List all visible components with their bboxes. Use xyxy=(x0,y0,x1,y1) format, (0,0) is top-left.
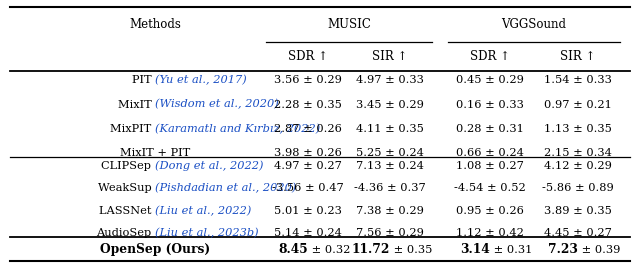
Text: 1.08 ± 0.27: 1.08 ± 0.27 xyxy=(456,161,524,171)
Text: ± 0.39: ± 0.39 xyxy=(578,245,620,255)
Text: Methods: Methods xyxy=(129,18,181,31)
Text: 0.95 ± 0.26: 0.95 ± 0.26 xyxy=(456,206,524,216)
Text: MixPIT: MixPIT xyxy=(110,124,155,134)
Text: 7.23: 7.23 xyxy=(548,243,578,256)
Text: 0.97 ± 0.21: 0.97 ± 0.21 xyxy=(544,99,612,110)
Text: (Yu et al., 2017): (Yu et al., 2017) xyxy=(155,75,247,85)
Text: -4.36 ± 0.37: -4.36 ± 0.37 xyxy=(354,184,426,193)
Text: 5.25 ± 0.24: 5.25 ± 0.24 xyxy=(356,148,424,158)
Text: 3.89 ± 0.35: 3.89 ± 0.35 xyxy=(544,206,612,216)
Text: 7.38 ± 0.29: 7.38 ± 0.29 xyxy=(356,206,424,216)
Text: 4.11 ± 0.35: 4.11 ± 0.35 xyxy=(356,124,424,134)
Text: (Dong et al., 2022): (Dong et al., 2022) xyxy=(155,161,264,172)
Text: MUSIC: MUSIC xyxy=(327,18,371,31)
Text: 0.16 ± 0.33: 0.16 ± 0.33 xyxy=(456,99,524,110)
Text: 4.97 ± 0.33: 4.97 ± 0.33 xyxy=(356,75,424,85)
Text: (Wisdom et al., 2020): (Wisdom et al., 2020) xyxy=(155,99,279,110)
Text: PIT: PIT xyxy=(132,75,155,85)
Text: -5.86 ± 0.89: -5.86 ± 0.89 xyxy=(542,184,614,193)
Text: -4.54 ± 0.52: -4.54 ± 0.52 xyxy=(454,184,526,193)
Text: 8.45: 8.45 xyxy=(278,243,308,256)
Text: 5.14 ± 0.24: 5.14 ± 0.24 xyxy=(274,228,342,238)
Text: 3.45 ± 0.29: 3.45 ± 0.29 xyxy=(356,99,424,110)
Text: CLIPSep: CLIPSep xyxy=(101,161,155,171)
Text: 5.01 ± 0.23: 5.01 ± 0.23 xyxy=(274,206,342,216)
Text: 3.14: 3.14 xyxy=(460,243,490,256)
Text: -3.56 ± 0.47: -3.56 ± 0.47 xyxy=(272,184,344,193)
Text: (Liu et al., 2022): (Liu et al., 2022) xyxy=(155,206,252,216)
Text: 0.45 ± 0.29: 0.45 ± 0.29 xyxy=(456,75,524,85)
Text: SDR ↑: SDR ↑ xyxy=(470,50,510,63)
Text: MixIT: MixIT xyxy=(118,99,155,110)
Text: AudioSep: AudioSep xyxy=(96,228,155,238)
Text: 11.72: 11.72 xyxy=(351,243,390,256)
Text: 3.98 ± 0.26: 3.98 ± 0.26 xyxy=(274,148,342,158)
Text: 4.12 ± 0.29: 4.12 ± 0.29 xyxy=(544,161,612,171)
Text: 2.87 ± 0.26: 2.87 ± 0.26 xyxy=(274,124,342,134)
Text: 0.66 ± 0.24: 0.66 ± 0.24 xyxy=(456,148,524,158)
Text: LASSNet: LASSNet xyxy=(99,206,155,216)
Text: OpenSep (Ours): OpenSep (Ours) xyxy=(100,243,210,256)
Text: VGGSound: VGGSound xyxy=(502,18,566,31)
Text: 0.28 ± 0.31: 0.28 ± 0.31 xyxy=(456,124,524,134)
Text: MixIT + PIT: MixIT + PIT xyxy=(120,148,190,158)
Text: 7.13 ± 0.24: 7.13 ± 0.24 xyxy=(356,161,424,171)
Text: (Liu et al., 2023b): (Liu et al., 2023b) xyxy=(155,228,259,238)
Text: 7.56 ± 0.29: 7.56 ± 0.29 xyxy=(356,228,424,238)
Text: SIR ↑: SIR ↑ xyxy=(560,50,596,63)
Text: ± 0.35: ± 0.35 xyxy=(390,245,433,255)
Text: 1.54 ± 0.33: 1.54 ± 0.33 xyxy=(544,75,612,85)
Text: (Pishdadian et al., 2020): (Pishdadian et al., 2020) xyxy=(155,183,296,194)
Text: 3.56 ± 0.29: 3.56 ± 0.29 xyxy=(274,75,342,85)
Text: 4.97 ± 0.27: 4.97 ± 0.27 xyxy=(274,161,342,171)
Text: SDR ↑: SDR ↑ xyxy=(288,50,328,63)
Text: (Karamatlı and Kırbız, 2022): (Karamatlı and Kırbız, 2022) xyxy=(155,124,320,134)
Text: SIR ↑: SIR ↑ xyxy=(372,50,408,63)
Text: 1.12 ± 0.42: 1.12 ± 0.42 xyxy=(456,228,524,238)
Text: ± 0.31: ± 0.31 xyxy=(490,245,532,255)
Text: 2.28 ± 0.35: 2.28 ± 0.35 xyxy=(274,99,342,110)
Text: 1.13 ± 0.35: 1.13 ± 0.35 xyxy=(544,124,612,134)
Text: 2.15 ± 0.34: 2.15 ± 0.34 xyxy=(544,148,612,158)
Text: 4.45 ± 0.27: 4.45 ± 0.27 xyxy=(544,228,612,238)
Text: WeakSup: WeakSup xyxy=(98,184,155,193)
Text: ± 0.32: ± 0.32 xyxy=(308,245,350,255)
